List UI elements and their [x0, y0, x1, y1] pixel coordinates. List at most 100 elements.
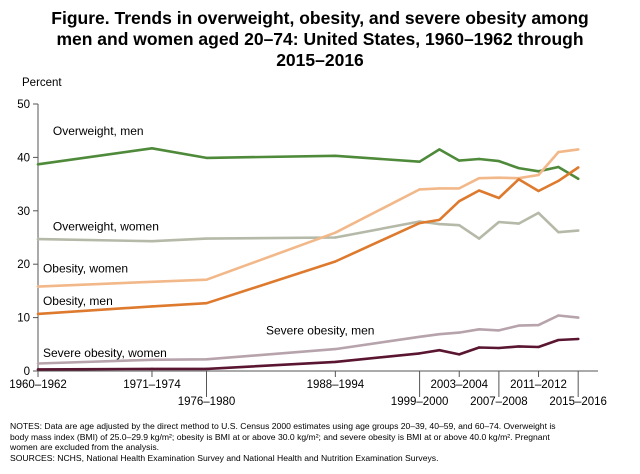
data-point: [477, 177, 481, 180]
data-point: [497, 176, 501, 179]
series-label-2: Obesity, women: [43, 262, 128, 276]
x-tick-label: 1960–1962: [9, 379, 67, 391]
data-point: [517, 222, 520, 225]
data-point: [150, 147, 154, 150]
data-point: [537, 211, 540, 215]
data-point: [458, 353, 461, 356]
title-line-3: 2015–2016: [276, 50, 364, 70]
data-point: [36, 312, 40, 316]
data-point: [458, 224, 461, 227]
data-point: [36, 163, 40, 166]
data-point: [438, 187, 441, 190]
data-point: [517, 345, 520, 348]
data-point: [537, 323, 540, 327]
data-point: [497, 159, 501, 163]
data-point: [418, 352, 421, 355]
data-point: [438, 348, 441, 352]
data-point: [205, 301, 208, 305]
sources-line: SOURCES: NCHS, National Health Examinati…: [10, 452, 439, 463]
data-point: [557, 338, 560, 342]
data-point: [497, 346, 501, 350]
data-point: [334, 260, 337, 263]
data-point: [477, 328, 481, 331]
data-point: [334, 347, 337, 351]
data-point: [334, 154, 337, 157]
data-point: [557, 314, 560, 317]
data-point: [557, 150, 560, 154]
data-point: [537, 170, 540, 173]
data-point: [537, 189, 540, 193]
notes-line-2: body mass index (BMI) of 25.0–29.9 kg/m²…: [10, 431, 550, 442]
data-point: [150, 358, 154, 361]
data-point: [458, 187, 461, 190]
data-point: [205, 156, 208, 160]
title-line-1: Figure. Trends in overweight, obesity, a…: [51, 8, 589, 28]
title-line-2: men and women aged 20–74: United States,…: [56, 29, 584, 49]
data-point: [576, 148, 580, 151]
chart-notes: NOTES: Data are age adjusted by the dire…: [10, 421, 632, 463]
line-chart: Percent 0 10 20 30 40 50 1960–1962 1971–1974 197…: [9, 77, 607, 408]
x-tick-label: 2011–2012: [510, 379, 567, 391]
series-labels: Overweight, men Overweight, women Obesity,…: [43, 124, 375, 360]
data-point: [150, 367, 154, 371]
data-point: [36, 237, 40, 241]
data-point: [477, 237, 481, 240]
data-point: [36, 368, 40, 371]
data-point: [576, 337, 580, 341]
data-point: [418, 221, 421, 225]
y-tick-label: 10: [17, 313, 30, 325]
series-label-0: Overweight, men: [53, 124, 144, 138]
data-point: [497, 196, 501, 200]
x-tick-label: 1988–1994: [307, 379, 365, 391]
x-tick-label: 2003–2004: [430, 379, 488, 391]
data-point: [517, 178, 520, 181]
data-point: [497, 329, 501, 332]
series-line-0: [36, 147, 580, 181]
data-point: [576, 177, 580, 180]
data-point: [150, 305, 154, 308]
x-tick-label: 1999–2000: [391, 396, 449, 408]
data-point: [334, 231, 337, 234]
data-point: [576, 316, 580, 319]
x-tick-label: 2015–2016: [549, 396, 607, 408]
data-point: [458, 331, 461, 334]
data-point: [36, 362, 40, 365]
data-point: [150, 240, 154, 243]
data-point: [517, 324, 520, 327]
data-point: [334, 236, 337, 239]
axes: 0 10 20 30 40 50 1960–1962 1971–1974 1976–1980 19…: [9, 99, 607, 408]
data-point: [458, 199, 461, 203]
data-point: [576, 229, 580, 232]
chart-title: Figure. Trends in overweight, obesity, a…: [0, 8, 640, 71]
data-point: [458, 159, 461, 162]
y-tick-label: 0: [24, 366, 30, 378]
data-point: [438, 332, 441, 336]
data-point: [418, 188, 421, 191]
data-point: [477, 346, 481, 349]
data-point: [477, 157, 481, 161]
y-tick-label: 50: [17, 99, 30, 111]
data-point: [438, 148, 441, 151]
notes-line-3: women are excluded from the analysis.: [10, 442, 160, 453]
data-point: [537, 345, 540, 349]
data-point: [205, 237, 208, 240]
data-point: [576, 166, 580, 169]
data-point: [334, 360, 337, 364]
notes-line-1: NOTES: Data are age adjusted by the dire…: [10, 421, 556, 431]
data-point: [557, 230, 560, 234]
series-label-3: Obesity, men: [43, 294, 113, 308]
y-axis-label: Percent: [22, 77, 62, 89]
x-tick-label: 1971–1974: [123, 379, 181, 391]
data-point: [438, 222, 441, 226]
series-label-5: Severe obesity, women: [43, 346, 167, 360]
series-lines: [36, 147, 580, 371]
data-point: [418, 335, 421, 339]
x-tick-label: 1976–1980: [178, 396, 236, 408]
series-label-4: Severe obesity, men: [266, 324, 375, 338]
data-point: [537, 173, 540, 177]
x-tick-label: 2007–2008: [470, 396, 528, 408]
data-point: [205, 278, 208, 281]
y-tick-label: 30: [17, 206, 30, 218]
series-label-1: Overweight, women: [53, 220, 159, 234]
data-point: [477, 189, 481, 192]
